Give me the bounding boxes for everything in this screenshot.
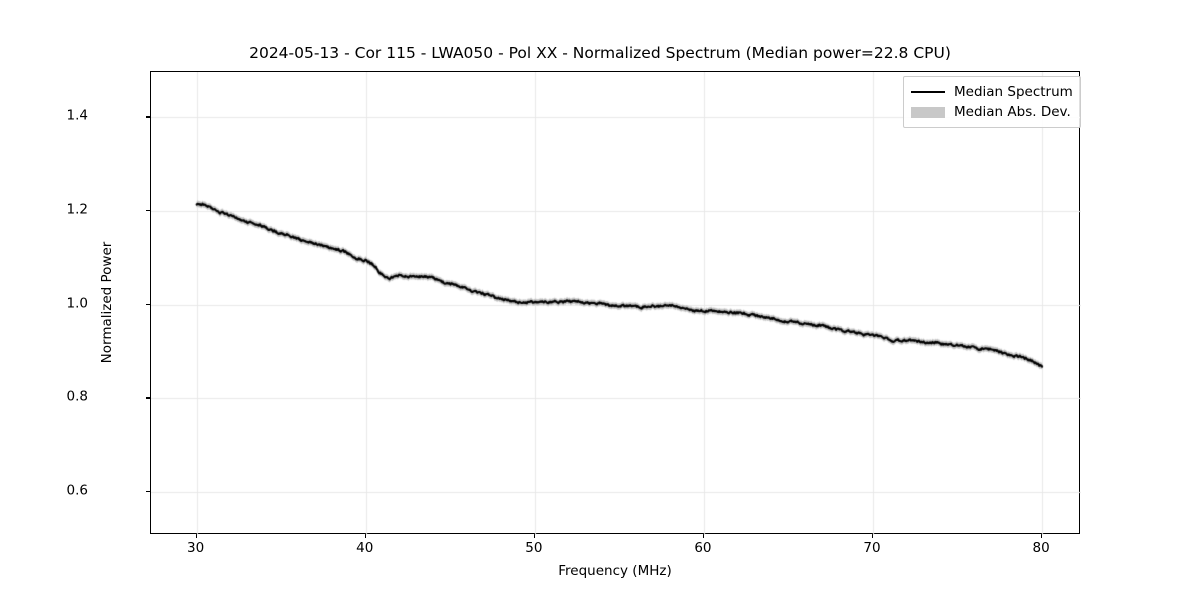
y-tick-label: 1.4	[66, 107, 88, 124]
y-tick-label: 0.6	[66, 482, 88, 499]
y-tick-label: 1.0	[66, 294, 88, 311]
x-tick-mark	[872, 534, 874, 539]
x-tick-label: 50	[525, 540, 543, 556]
y-tick-label: 0.8	[66, 388, 88, 405]
legend-line-swatch-icon	[911, 85, 945, 99]
x-tick-mark	[702, 534, 705, 539]
spectrum-plot-canvas	[151, 72, 1081, 535]
legend-label-median-abs-dev: Median Abs. Dev.	[954, 104, 1071, 120]
x-tick-mark	[195, 534, 197, 539]
x-tick-label: 60	[694, 540, 712, 556]
legend-label-median-spectrum: Median Spectrum	[954, 84, 1073, 100]
x-tick-label: 30	[187, 540, 205, 556]
y-tick-mark	[145, 116, 150, 118]
legend-item-median-spectrum: Median Spectrum	[911, 82, 1073, 102]
plot-area	[150, 71, 1081, 535]
y-tick-mark	[145, 490, 150, 493]
y-tick-mark	[145, 397, 150, 399]
chart-legend: Median Spectrum Median Abs. Dev.	[903, 76, 1081, 128]
legend-patch-swatch-icon	[911, 105, 945, 119]
x-tick-mark	[1041, 534, 1043, 539]
y-axis-label: Normalized Power	[99, 241, 115, 364]
x-tick-label: 40	[356, 540, 374, 556]
x-tick-mark	[364, 534, 367, 539]
x-tick-label: 80	[1032, 540, 1050, 556]
y-tick-mark	[145, 303, 150, 305]
x-tick-label: 70	[863, 540, 881, 556]
x-tick-mark	[533, 534, 536, 539]
y-tick-label: 1.2	[66, 201, 88, 218]
legend-item-median-abs-dev: Median Abs. Dev.	[911, 102, 1073, 122]
x-axis-label: Frequency (MHz)	[558, 563, 672, 579]
y-tick-mark	[145, 210, 150, 212]
chart-title: 2024-05-13 - Cor 115 - LWA050 - Pol XX -…	[249, 44, 951, 62]
